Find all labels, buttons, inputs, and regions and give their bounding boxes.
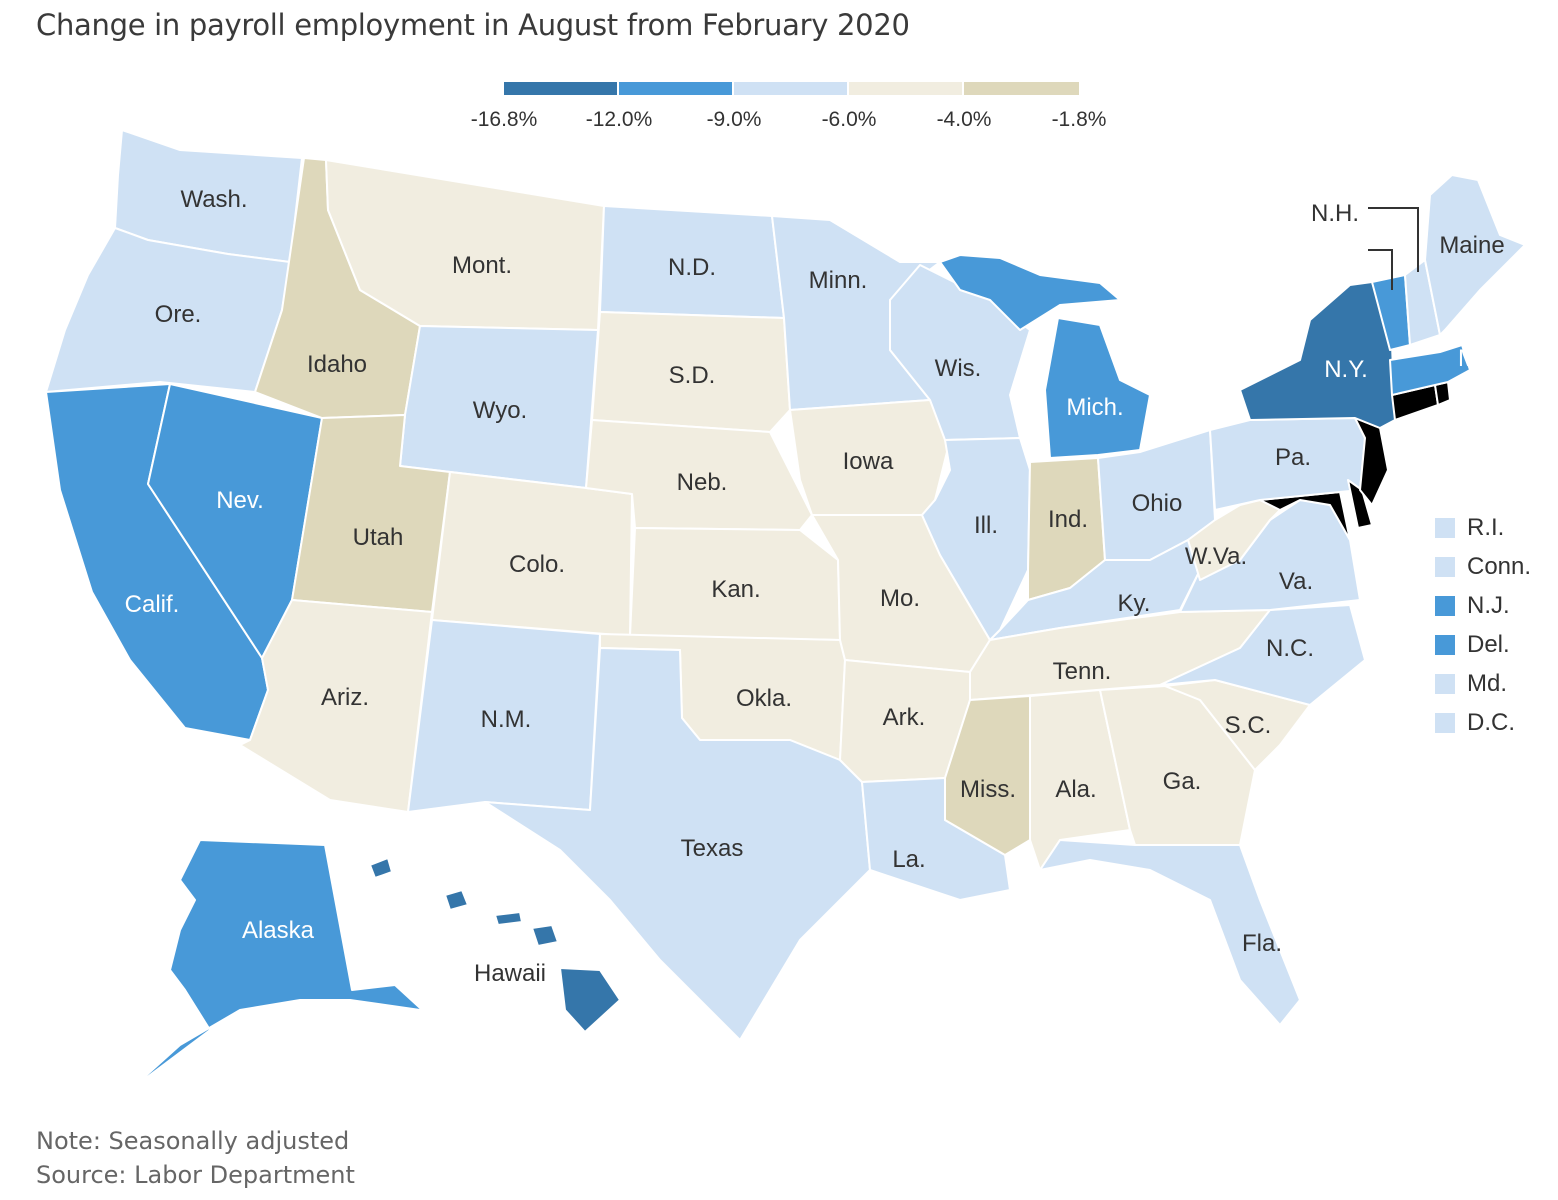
state-hi <box>369 857 621 1033</box>
small-state-label: Conn. <box>1467 552 1532 580</box>
legend-tick: -12.0% <box>586 108 653 131</box>
legend-swatch <box>1435 673 1455 694</box>
state-label-fl: Fla. <box>1242 930 1282 957</box>
state-label-ia: Iowa <box>843 448 894 475</box>
state-label-ms: Miss. <box>960 776 1016 803</box>
state-label-oh: Ohio <box>1132 490 1183 517</box>
leader-line-nh <box>1368 207 1419 272</box>
state-label-ut: Utah <box>353 524 404 551</box>
state-label-ny: N.Y. <box>1324 356 1368 383</box>
legend-swatch <box>1435 634 1455 655</box>
state-label-mo: Mo. <box>880 585 920 612</box>
state-label-me: Maine <box>1439 232 1504 259</box>
state-label-nm: N.M. <box>481 706 532 733</box>
legend-tick: -1.8% <box>1052 108 1107 131</box>
state-sd <box>591 311 791 433</box>
state-label-id: Idaho <box>307 351 367 378</box>
small-state-item: R.I. <box>1435 508 1531 547</box>
small-states-legend: R.I. Conn. N.J. Del. Md. D.C. <box>1435 508 1531 742</box>
state-label-ky: Ky. <box>1118 590 1151 617</box>
state-label-pa: Pa. <box>1275 444 1311 471</box>
state-label-az: Ariz. <box>321 684 369 711</box>
color-legend: -16.8% -12.0% -9.0% -6.0% -4.0% -1.8% <box>471 82 1107 131</box>
state-label-ne: Neb. <box>677 469 728 496</box>
legend-tick: -16.8% <box>471 108 538 131</box>
leader-line-vt <box>1368 249 1393 290</box>
legend-swatch <box>1435 517 1455 538</box>
state-label-nv: Nev. <box>216 487 264 514</box>
state-ny <box>1239 281 1396 429</box>
small-state-item: Conn. <box>1435 547 1531 586</box>
small-state-label: N.J. <box>1467 591 1510 619</box>
state-label-ga: Ga. <box>1163 768 1202 795</box>
state-label-nh: N.H. <box>1311 200 1359 227</box>
state-ak <box>129 839 456 1091</box>
state-label-mt: Mont. <box>452 252 512 279</box>
state-co <box>431 471 633 637</box>
footer-note: Note: Seasonally adjusted <box>36 1127 350 1155</box>
state-label-ok: Okla. <box>736 685 792 712</box>
state-label-or: Ore. <box>155 301 202 328</box>
state-nc <box>1159 604 1366 706</box>
legend-swatch <box>1435 595 1455 616</box>
state-de <box>1347 479 1373 529</box>
legend-swatch-5 <box>964 82 1079 95</box>
state-label-hi: Hawaii <box>474 960 546 987</box>
small-state-label: D.C. <box>1467 708 1515 736</box>
state-label-in: Ind. <box>1048 506 1088 533</box>
state-label-wy: Wyo. <box>473 397 527 424</box>
legend-swatch-3 <box>734 82 847 95</box>
state-label-ma: Mass. <box>1458 345 1522 372</box>
footer: Note: Seasonally adjusted Source: Labor … <box>36 1124 355 1192</box>
legend-swatch-1 <box>504 82 617 95</box>
state-tx <box>484 647 871 1041</box>
map-title: Change in payroll employment in August f… <box>36 8 910 42</box>
state-label-mi: Mich. <box>1066 394 1123 421</box>
state-labels: Wash. Ore. Calif. Nev. Idaho Mont. Wyo. … <box>125 186 1522 987</box>
leader-lines <box>1368 207 1419 290</box>
small-state-label: R.I. <box>1467 513 1505 541</box>
state-ma <box>1389 344 1471 396</box>
state-label-ca: Calif. <box>125 591 180 618</box>
state-label-ks: Kan. <box>711 576 760 603</box>
state-label-va: Va. <box>1279 568 1313 595</box>
state-label-sc: S.C. <box>1225 712 1272 739</box>
footer-source: Source: Labor Department <box>36 1161 355 1189</box>
small-state-item: D.C. <box>1435 703 1531 742</box>
legend-tick: -9.0% <box>707 108 762 131</box>
state-label-al: Ala. <box>1055 776 1096 803</box>
state-label-tx: Texas <box>681 835 744 862</box>
small-state-label: Del. <box>1467 630 1510 658</box>
legend-swatch-2 <box>619 82 732 95</box>
state-label-il: Ill. <box>974 512 998 539</box>
state-shapes <box>45 129 1526 1091</box>
choropleth-map: -16.8% -12.0% -9.0% -6.0% -4.0% -1.8% <box>45 82 1526 1091</box>
small-state-item: Del. <box>1435 625 1531 664</box>
state-label-sd: S.D. <box>669 362 716 389</box>
legend-swatch <box>1435 712 1455 733</box>
small-state-label: Md. <box>1467 669 1508 697</box>
state-mi <box>1044 317 1151 459</box>
state-label-mn: Minn. <box>809 267 868 294</box>
state-label-nd: N.D. <box>668 254 716 281</box>
legend-swatch-4 <box>849 82 962 95</box>
state-me <box>1424 174 1526 336</box>
state-label-tn: Tenn. <box>1053 658 1112 685</box>
small-state-item: Md. <box>1435 664 1531 703</box>
state-label-nc: N.C. <box>1266 635 1314 662</box>
legend-tick: -4.0% <box>937 108 992 131</box>
state-label-la: La. <box>892 846 925 873</box>
state-label-vt: Vt. <box>1329 243 1358 270</box>
state-label-co: Colo. <box>509 551 565 578</box>
small-state-item: N.J. <box>1435 586 1531 625</box>
state-fl <box>1039 839 1301 1026</box>
legend-tick: -6.0% <box>822 108 877 131</box>
state-label-wi: Wis. <box>935 355 982 382</box>
state-label-wv: W.Va. <box>1185 543 1247 570</box>
state-label-ak: Alaska <box>242 917 315 944</box>
state-mi-up <box>939 254 1121 331</box>
state-label-wa: Wash. <box>180 186 247 213</box>
state-label-ar: Ark. <box>883 704 926 731</box>
legend-swatch <box>1435 556 1455 577</box>
